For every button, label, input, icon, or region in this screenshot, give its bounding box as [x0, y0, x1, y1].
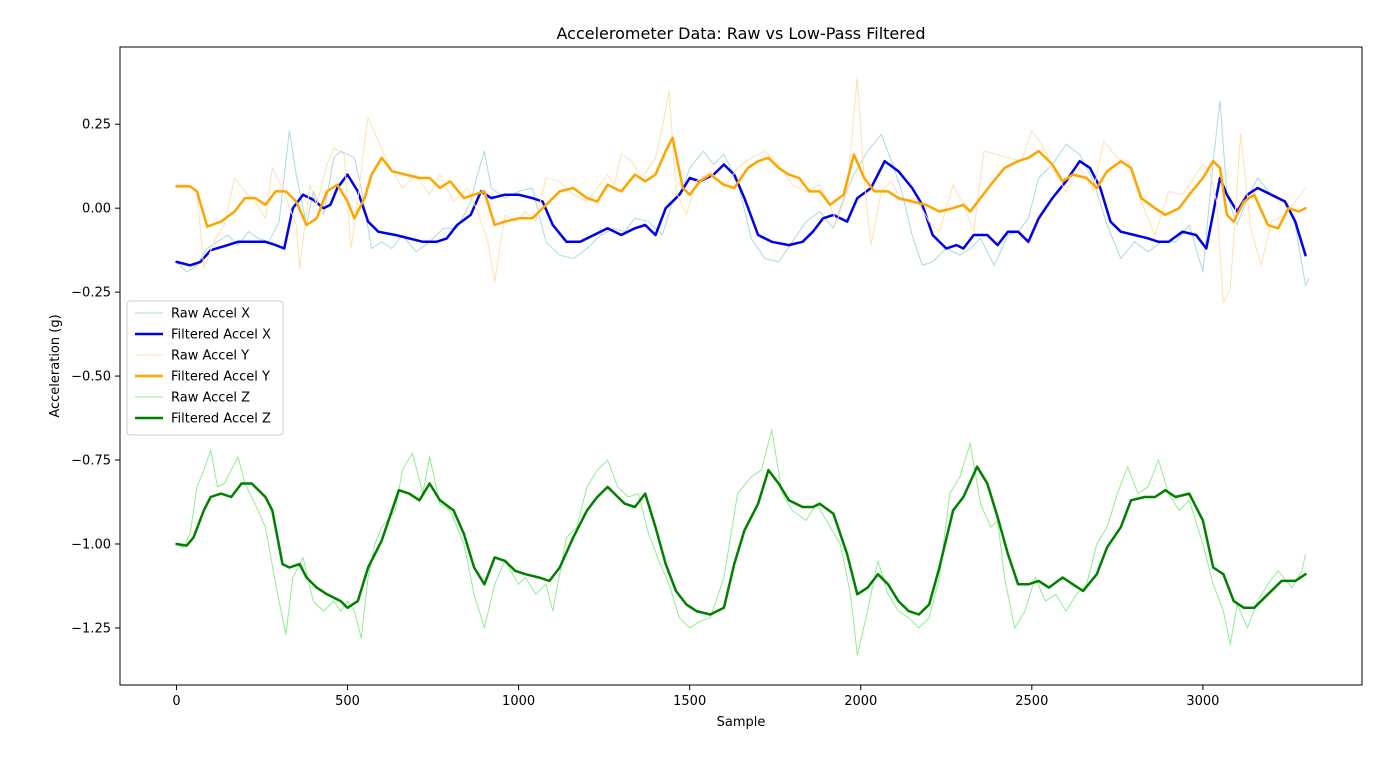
- plot-frame: [119, 46, 1363, 686]
- y-tick-label: −0.75: [71, 454, 111, 469]
- x-tick-label: 500: [335, 694, 360, 709]
- series-line-raw-accel-y: [176, 76, 1306, 303]
- x-tick-label: 2000: [844, 694, 877, 709]
- series-line-filtered-accel-z: [175, 465, 1307, 616]
- y-tick-label: −0.25: [71, 286, 111, 301]
- y-tick-label: −1.00: [71, 537, 111, 552]
- y-axis-label: Acceleration (g): [48, 314, 63, 417]
- y-tick-label: −0.50: [71, 370, 111, 385]
- series-line-filtered-accel-y: [175, 136, 1307, 230]
- x-axis-label: Sample: [717, 715, 766, 730]
- series-line-filtered-accel-x: [175, 159, 1307, 267]
- x-tick-label: 3000: [1186, 694, 1219, 709]
- y-axis: 0.25 0.00 −0.25 −0.50 −0.75 −1.00 −1.25: [71, 118, 120, 636]
- x-tick-label: 2500: [1015, 694, 1048, 709]
- legend-box: [126, 300, 284, 436]
- legend: Raw Accel X Filtered Accel X Raw Accel Y Fi…: [126, 300, 284, 436]
- x-axis: 0 500 1000 1500 2000 2500 3000: [172, 685, 1219, 709]
- series-line-raw-accel-x: [176, 100, 1310, 286]
- series-layer: [175, 76, 1310, 656]
- y-tick-label: −1.25: [71, 621, 111, 636]
- legend-label-raw-accel-x: Raw Accel X: [171, 307, 250, 322]
- y-tick-label: 0.00: [82, 202, 111, 217]
- legend-label-filtered-accel-z: Filtered Accel Z: [171, 412, 271, 427]
- legend-label-filtered-accel-y: Filtered Accel Y: [171, 370, 270, 385]
- legend-label-raw-accel-y: Raw Accel Y: [171, 349, 249, 364]
- legend-label-filtered-accel-x: Filtered Accel X: [171, 328, 271, 343]
- x-tick-label: 1000: [502, 694, 535, 709]
- series-line-raw-accel-z: [176, 429, 1306, 656]
- x-tick-label: 1500: [673, 694, 706, 709]
- chart-title: Accelerometer Data: Raw vs Low-Pass Filt…: [557, 24, 926, 43]
- y-tick-label: 0.25: [82, 118, 111, 133]
- x-tick-label: 0: [172, 694, 180, 709]
- legend-label-raw-accel-z: Raw Accel Z: [171, 391, 250, 406]
